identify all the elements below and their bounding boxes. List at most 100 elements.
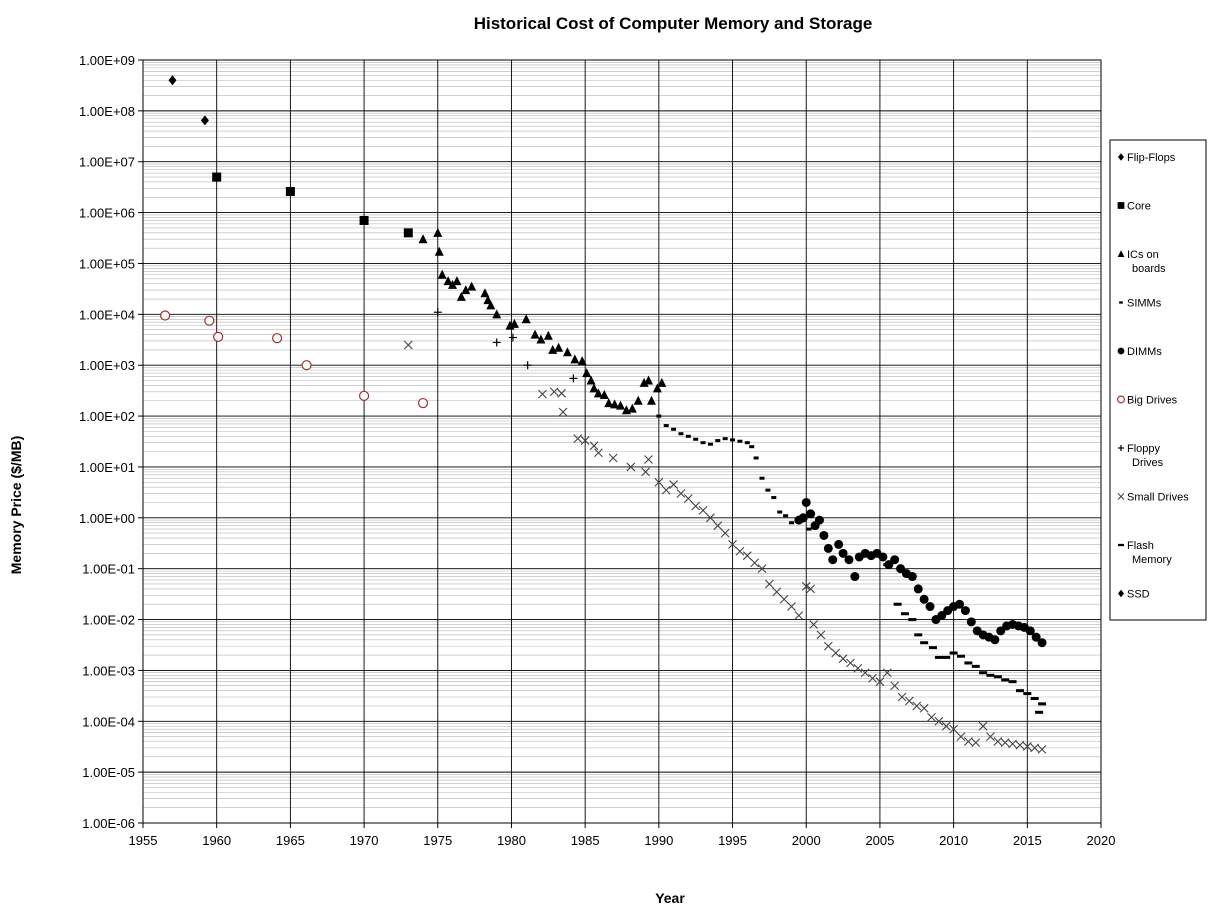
plot-area [143, 60, 1101, 823]
data-point [759, 476, 765, 480]
legend-item: Small Drives [1117, 492, 1189, 504]
data-point [582, 368, 592, 378]
y-tick-label: 1.00E+03 [79, 358, 135, 373]
data-point [693, 437, 699, 441]
data-point [417, 397, 429, 409]
data-point [927, 712, 936, 722]
data-point [480, 288, 490, 298]
data-point [1030, 743, 1040, 753]
data-point [543, 330, 553, 340]
data-point [720, 528, 730, 538]
data-point [509, 318, 519, 328]
data-point [919, 703, 929, 713]
data-point [521, 314, 531, 324]
data-point [272, 333, 283, 344]
data-point [816, 630, 826, 640]
data-point [963, 737, 973, 746]
legend-item: ICs on boards [1117, 249, 1166, 275]
data-point [949, 724, 959, 734]
data-point [713, 521, 723, 531]
legend-marker [1117, 250, 1125, 257]
data-point [1015, 740, 1025, 750]
y-tick-label: 1.00E+04 [79, 307, 135, 322]
data-point [536, 334, 546, 344]
data-point [633, 395, 643, 405]
data-point [204, 315, 215, 326]
data-point [838, 654, 848, 664]
data-point [949, 651, 958, 655]
data-point [492, 338, 501, 347]
data-point [577, 356, 587, 366]
legend-label: Big Drives [1127, 395, 1178, 407]
data-point [452, 276, 462, 286]
data-point [433, 308, 442, 317]
data-point [358, 390, 370, 401]
data-point [990, 635, 1000, 645]
data-point [934, 655, 943, 659]
data-point [735, 546, 745, 556]
y-tick-label: 1.00E+01 [79, 460, 135, 475]
series-floppy-drives [433, 308, 578, 383]
legend-marker [1117, 493, 1125, 500]
x-tick-label: 1990 [644, 833, 673, 848]
data-point [750, 558, 760, 568]
data-point [838, 548, 848, 558]
data-point [956, 732, 966, 741]
data-point [905, 696, 914, 706]
x-axis-title: Year [655, 890, 685, 906]
legend-marker [1117, 202, 1125, 209]
data-point [580, 436, 590, 445]
data-point [801, 581, 811, 591]
data-point [569, 374, 578, 383]
data-point [860, 668, 870, 678]
y-tick-label: 1.00E-03 [82, 663, 135, 678]
x-tick-label: 1955 [129, 833, 158, 848]
data-point [783, 514, 789, 518]
data-point [486, 300, 496, 310]
legend-item: SSD [1118, 589, 1150, 601]
data-point [844, 555, 854, 565]
data-point [433, 227, 443, 237]
data-point [707, 442, 713, 446]
data-point [641, 467, 650, 477]
y-tick-label: 1.00E+00 [79, 511, 135, 526]
data-point [744, 441, 750, 445]
data-point [777, 510, 783, 514]
data-point [882, 668, 892, 678]
data-point [644, 455, 653, 464]
data-point [589, 383, 599, 393]
data-point [657, 377, 667, 387]
data-point [593, 388, 603, 398]
data-point [1008, 739, 1017, 749]
data-point [883, 563, 892, 567]
data-point [301, 360, 312, 371]
legend-item: Core [1117, 201, 1151, 213]
data-point [359, 215, 369, 225]
x-tick-label: 2010 [939, 833, 968, 848]
data-point [698, 505, 708, 515]
data-point [558, 407, 568, 417]
data-point [986, 673, 995, 677]
data-point [772, 587, 782, 597]
y-axis-ticks: 1.00E-06 1.00E-05 1.00E-04 1.00E-03 1.00E-02… [79, 53, 143, 831]
legend-label: Flash Memory [1127, 540, 1172, 566]
series-flip-flops [168, 75, 209, 126]
data-point [728, 540, 737, 549]
legend-item: Big Drives [1117, 395, 1178, 407]
data-point [771, 496, 777, 500]
data-point [764, 579, 774, 589]
data-point [557, 388, 566, 398]
data-point [644, 375, 654, 385]
data-point [663, 424, 669, 428]
x-tick-label: 1970 [350, 833, 379, 848]
data-point [1035, 710, 1044, 714]
data-point [868, 673, 877, 683]
data-point [160, 310, 171, 321]
data-point [1015, 689, 1024, 693]
data-point [586, 375, 596, 385]
data-point [654, 477, 664, 487]
data-point [908, 618, 917, 622]
legend-label: SIMMs [1127, 298, 1162, 310]
y-tick-label: 1.00E+09 [79, 53, 135, 68]
legend-marker [1118, 589, 1124, 598]
